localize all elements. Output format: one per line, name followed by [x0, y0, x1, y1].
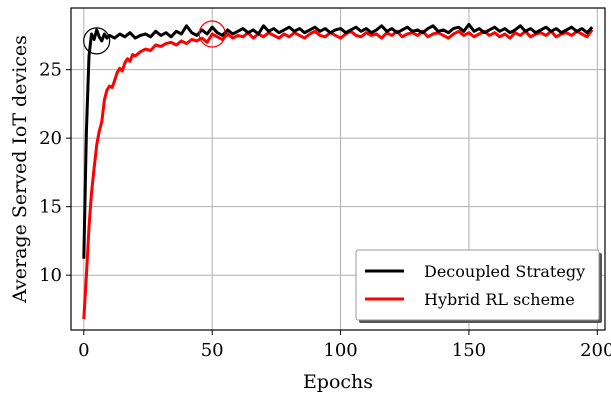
legend: Decoupled Strategy Hybrid RL scheme — [355, 249, 602, 323]
x-tick-label: 200 — [580, 340, 611, 361]
series-layer — [82, 22, 594, 320]
series-line-1 — [82, 22, 594, 259]
x-axis-label: Epochs — [303, 371, 373, 393]
y-tick-label: 20 — [39, 128, 62, 149]
highlight-circle-2 — [198, 20, 226, 48]
y-tick-label: 10 — [39, 265, 62, 286]
x-tick-label: 100 — [323, 340, 357, 361]
annotation-layer — [83, 20, 226, 55]
x-tick-label: 50 — [201, 340, 224, 361]
legend-box — [355, 249, 600, 321]
legend-label-2: Hybrid RL scheme — [424, 290, 575, 309]
y-tick-label: 15 — [39, 197, 62, 218]
legend-label-1: Decoupled Strategy — [424, 262, 585, 281]
x-axis-ticks: 0 50 100 150 200 — [78, 330, 611, 361]
x-tick-label: 0 — [78, 340, 89, 361]
y-tick-label: 25 — [39, 60, 62, 81]
series-line-2 — [82, 28, 594, 320]
y-axis-ticks: 10 15 20 25 — [39, 60, 71, 286]
x-tick-label: 150 — [452, 340, 486, 361]
highlight-circle-1 — [83, 27, 111, 55]
grid — [71, 8, 605, 330]
y-axis-label: Average Served IoT devices — [9, 35, 31, 304]
plot-frame — [70, 7, 606, 331]
